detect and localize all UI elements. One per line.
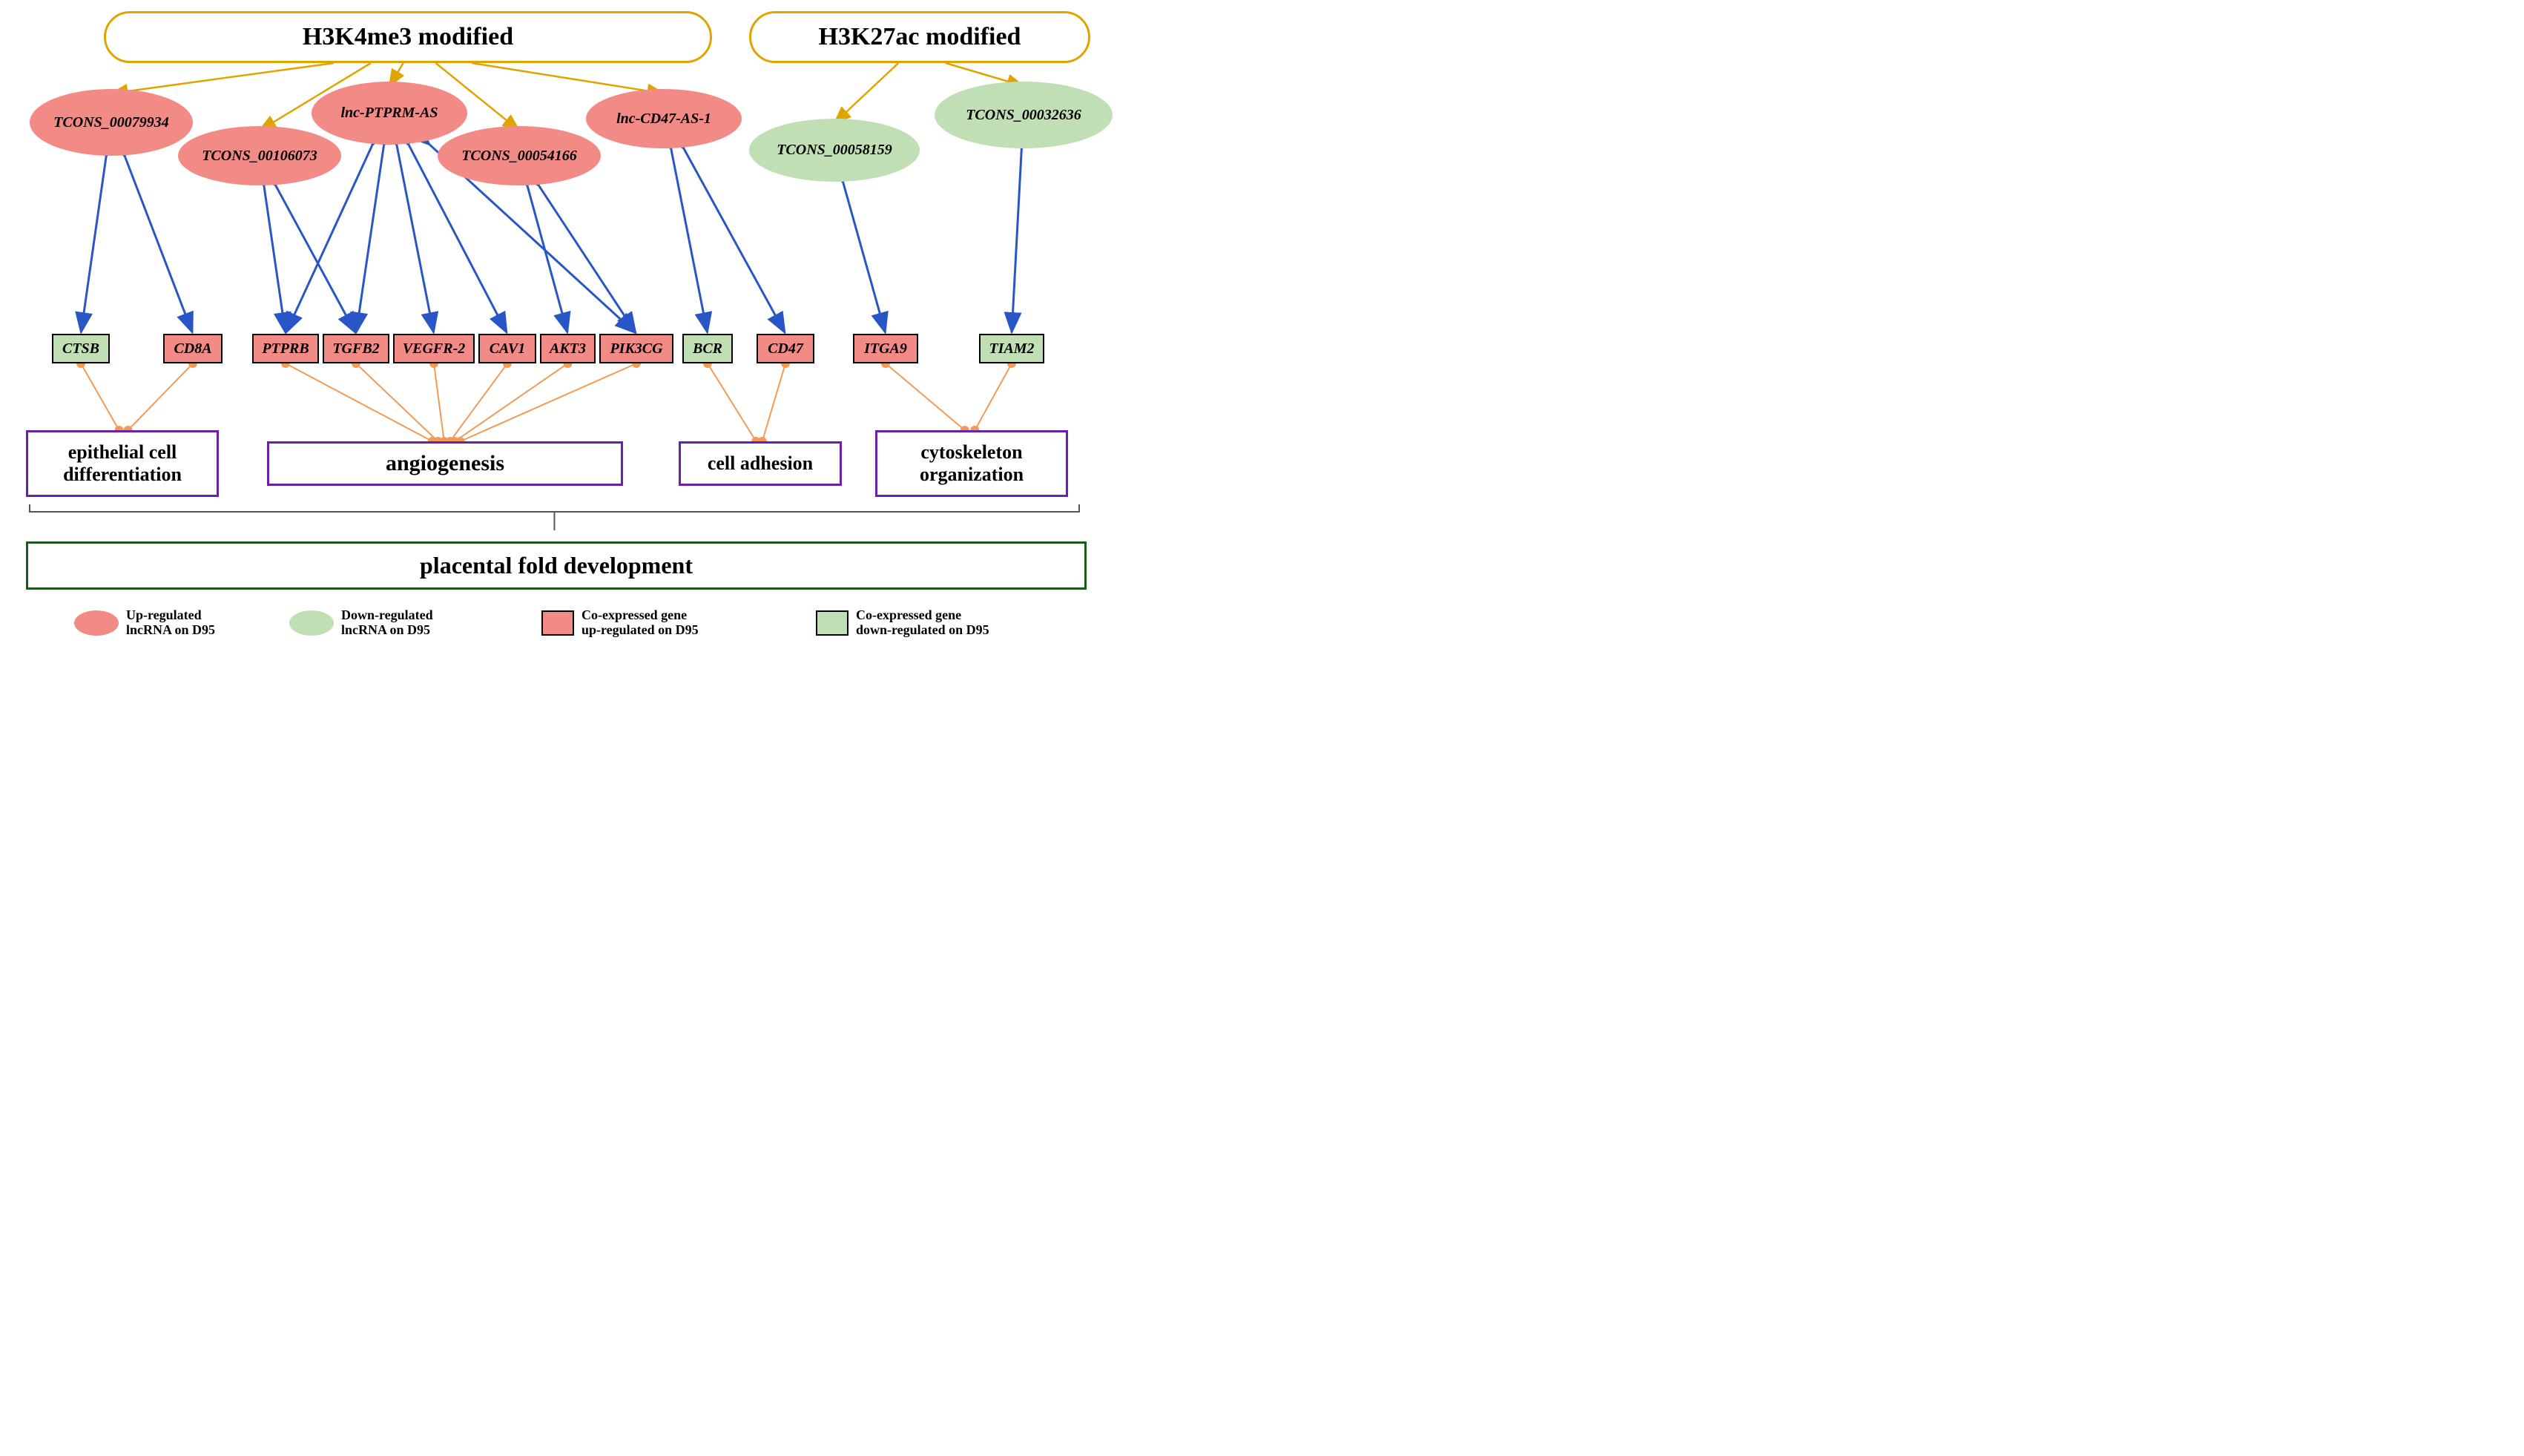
lncrna-e7: TCONS_00032636 <box>935 82 1113 148</box>
final-label: placental fold development <box>420 552 693 579</box>
process-p4: cytoskeleton organization <box>875 430 1068 497</box>
process-p2: angiogenesis <box>267 441 623 486</box>
lncrna-label: TCONS_00058159 <box>777 142 892 159</box>
gene-tiam2: TIAM2 <box>979 334 1044 363</box>
legend-label: Co-expressed gene up-regulated on D95 <box>581 608 699 638</box>
legend-item-2: Co-expressed gene up-regulated on D95 <box>541 608 699 638</box>
gene-itga9: ITGA9 <box>853 334 918 363</box>
gene-label: PTPRB <box>262 340 309 358</box>
legend-label: Up-regulated lncRNA on D95 <box>126 608 215 638</box>
gene-cd47: CD47 <box>757 334 814 363</box>
gene-label: AKT3 <box>550 340 586 358</box>
lncrna-label: lnc-PTPRM-AS <box>340 105 438 122</box>
gene-label: CTSB <box>62 340 99 358</box>
gene-label: ITGA9 <box>864 340 907 358</box>
gene-label: TGFB2 <box>332 340 379 358</box>
gene-ctsb: CTSB <box>52 334 110 363</box>
process-label: epithelial cell differentiation <box>63 441 182 486</box>
lncrna-e4: TCONS_00054166 <box>438 126 601 185</box>
gene-ptprb: PTPRB <box>252 334 319 363</box>
lncrna-e6: TCONS_00058159 <box>749 119 920 182</box>
lncrna-label: TCONS_00054166 <box>461 148 577 165</box>
gene-label: TIAM2 <box>989 340 1034 358</box>
header-label: H3K27ac modified <box>819 23 1021 51</box>
process-label: angiogenesis <box>386 451 504 476</box>
gene-tgfb2: TGFB2 <box>323 334 389 363</box>
lncrna-label: TCONS_00106073 <box>202 148 317 165</box>
process-p3: cell adhesion <box>679 441 842 486</box>
gene-pik3cg: PIK3CG <box>599 334 673 363</box>
legend-item-1: Down-regulated lncRNA on D95 <box>289 608 433 638</box>
legend-swatch <box>289 610 334 636</box>
gene-label: VEGFR-2 <box>403 340 465 358</box>
final-box: placental fold development <box>26 541 1087 590</box>
legend-item-0: Up-regulated lncRNA on D95 <box>74 608 215 638</box>
header-h1: H3K4me3 modified <box>104 11 712 63</box>
gene-label: BCR <box>693 340 722 358</box>
legend-swatch <box>541 610 574 636</box>
gene-cd8a: CD8A <box>163 334 223 363</box>
process-p1: epithelial cell differentiation <box>26 430 219 497</box>
gene-akt3: AKT3 <box>540 334 596 363</box>
lncrna-label: TCONS_00079934 <box>53 114 169 131</box>
lncrna-e2: TCONS_00106073 <box>178 126 341 185</box>
lncrna-label: TCONS_00032636 <box>966 107 1081 124</box>
gene-label: PIK3CG <box>610 340 662 358</box>
lncrna-e1: TCONS_00079934 <box>30 89 193 156</box>
legend-swatch <box>816 610 849 636</box>
gene-vegfr-2: VEGFR-2 <box>393 334 475 363</box>
header-h2: H3K27ac modified <box>749 11 1090 63</box>
gene-cav1: CAV1 <box>478 334 536 363</box>
legend-label: Down-regulated lncRNA on D95 <box>341 608 433 638</box>
header-label: H3K4me3 modified <box>303 23 513 51</box>
legend-label: Co-expressed gene down-regulated on D95 <box>856 608 989 638</box>
gene-label: CD47 <box>768 340 803 358</box>
gene-bcr: BCR <box>682 334 733 363</box>
gene-label: CD8A <box>174 340 211 358</box>
lncrna-e3: lnc-PTPRM-AS <box>312 82 467 145</box>
process-label: cell adhesion <box>708 452 813 475</box>
legend-item-3: Co-expressed gene down-regulated on D95 <box>816 608 989 638</box>
gene-label: CAV1 <box>490 340 526 358</box>
lncrna-e5: lnc-CD47-AS-1 <box>586 89 742 148</box>
process-label: cytoskeleton organization <box>920 441 1024 486</box>
lncrna-label: lnc-CD47-AS-1 <box>616 111 711 128</box>
legend-swatch <box>74 610 119 636</box>
